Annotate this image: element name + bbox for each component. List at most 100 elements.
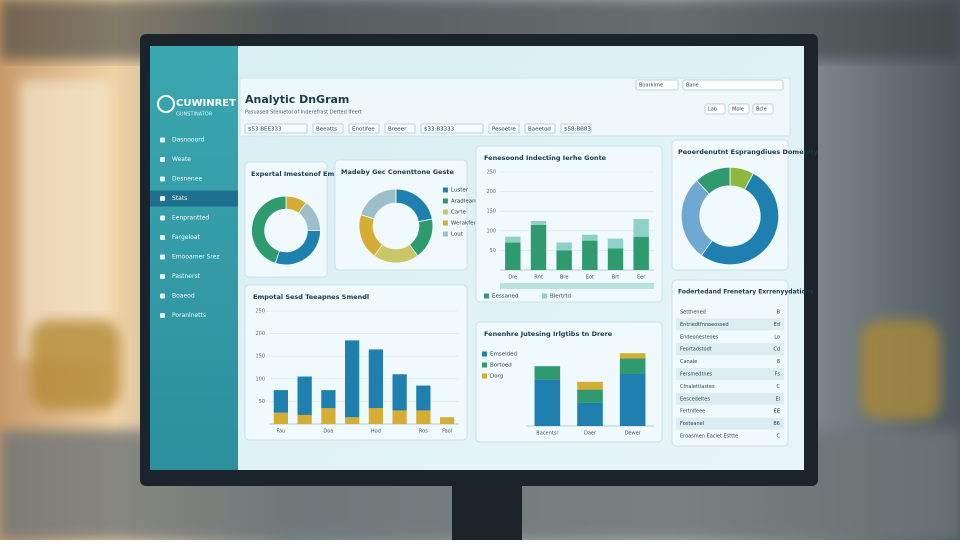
- bar-segment: [297, 414, 312, 424]
- filter-chip[interactable]: [348, 123, 380, 134]
- bar-segment: [392, 374, 407, 411]
- nav-item[interactable]: Fargeloat: [172, 234, 200, 241]
- x-tick-label: Eot: [586, 275, 594, 281]
- filter-label: Enotifee: [352, 126, 375, 132]
- y-tick-label: 100: [486, 228, 496, 234]
- y-tick-label: 50: [490, 248, 496, 254]
- nav-item[interactable]: Weate: [172, 156, 191, 163]
- table-cell: Fosteanel: [680, 421, 704, 427]
- legend-swatch: [442, 220, 448, 226]
- legend-label: Aradlearetnd: [451, 199, 487, 205]
- nav-item[interactable]: Desnenee: [172, 176, 202, 183]
- filter-chip[interactable]: [488, 123, 520, 134]
- dashboard: $53 BEE333 Beeatts Enotifee Breeer $33:B3333…: [150, 79, 819, 447]
- nav-icon: [160, 196, 165, 201]
- x-tick-label: Rnt: [534, 275, 543, 281]
- legend-swatch: [442, 209, 448, 215]
- bar-segment: [619, 353, 646, 359]
- legend-label: Luster: [451, 188, 469, 194]
- nav-item[interactable]: Emooamer Srez: [172, 254, 220, 261]
- header-button[interactable]: [728, 103, 750, 115]
- table-cell: Cd: [773, 347, 780, 353]
- table-cell: Feortadstodt: [680, 347, 712, 353]
- x-tick-label: Faol: [442, 429, 452, 435]
- nav-item[interactable]: Pastnerst: [172, 273, 201, 280]
- card: [475, 321, 663, 443]
- legend-label: Eessaned: [492, 294, 518, 300]
- legend-label: Bortoed: [490, 363, 512, 369]
- nav-icon: [160, 254, 165, 260]
- legend-label: Blertrtd: [550, 294, 571, 300]
- nav-item[interactable]: Eenprantted: [172, 215, 209, 222]
- chart-title: Empotal Sesd Teeapnes Smendl: [253, 293, 369, 301]
- donut-slice: [251, 195, 287, 264]
- bar-segment: [505, 236, 521, 243]
- legend-swatch: [442, 198, 448, 204]
- search-box[interactable]: [682, 79, 784, 91]
- table-cell: Entriedtfnnoeossed: [680, 322, 729, 328]
- legend-label: Werakfermoniet: [451, 221, 496, 227]
- x-tick-label: Eer: [637, 275, 646, 281]
- table-cell: Fersmedtnes: [680, 372, 713, 378]
- filter-label: Beeatts: [316, 126, 337, 132]
- nav-icon: [160, 157, 165, 162]
- bar-segment: [577, 381, 603, 390]
- legend-label: Lout: [451, 232, 464, 238]
- nav-item[interactable]: Dasnooord: [172, 137, 205, 144]
- table-cell: Ed: [774, 322, 780, 328]
- chart-title: Expertal Imestenof Emprthdlred: [251, 170, 369, 178]
- bar-segment: [619, 374, 646, 426]
- filter-label: $33:B3333: [424, 126, 455, 132]
- bar-segment: [440, 417, 455, 424]
- bar-segment: [619, 358, 646, 374]
- bar-segment: [534, 366, 561, 380]
- table-cell: Canaie: [680, 359, 697, 365]
- filter-label: Breeer: [388, 126, 407, 132]
- nav-item[interactable]: Stats: [172, 195, 187, 202]
- chart-title: Madeby Gec Conenttone Geste: [341, 168, 455, 176]
- nav-item[interactable]: Poranlnetts: [172, 312, 206, 319]
- search-box[interactable]: [635, 79, 679, 91]
- button-label: Bcle: [756, 107, 767, 113]
- bar-segment: [345, 417, 360, 424]
- legend-label: Dorg: [490, 374, 503, 380]
- nav-icon: [160, 176, 165, 182]
- filter-label: Baeetod: [528, 126, 551, 132]
- bar-segment: [273, 412, 288, 424]
- x-tick-label: Dewer: [625, 431, 642, 437]
- legend-label: Carte: [451, 210, 467, 216]
- search-text: Boarkirne: [639, 83, 663, 89]
- table-row-bg: [676, 417, 784, 430]
- y-tick-label: 250: [255, 309, 265, 315]
- header-button[interactable]: [752, 103, 774, 115]
- legend-label: Emselded: [490, 352, 517, 358]
- x-tick-label: Hod: [371, 429, 381, 435]
- y-tick-label: 100: [255, 376, 265, 382]
- filter-chip[interactable]: [420, 123, 484, 134]
- filter-chip[interactable]: [312, 123, 344, 134]
- bar-segment: [530, 221, 547, 225]
- donut-slice: [700, 172, 780, 266]
- table-row-bg: [676, 318, 784, 331]
- table-row-bg: [676, 343, 784, 356]
- nav-item[interactable]: Boaeod: [172, 293, 195, 300]
- x-tick-label: Fau: [277, 429, 286, 435]
- filter-chip[interactable]: [244, 123, 308, 134]
- bar-segment: [368, 408, 383, 424]
- filter-chip[interactable]: [560, 123, 592, 134]
- table-cell: B6: [773, 421, 780, 427]
- legend-swatch: [442, 231, 448, 237]
- header-button[interactable]: [704, 103, 726, 115]
- table-row-bg: [676, 368, 784, 380]
- filter-chip[interactable]: [524, 123, 556, 134]
- page-subtitle: Pasuased Stemetol of Inderefrast Detted …: [245, 110, 362, 116]
- x-tick-label: Brt: [612, 275, 619, 281]
- bar-segment: [416, 410, 431, 424]
- filter-chip[interactable]: [384, 123, 416, 134]
- filter-label: Pesoetre: [492, 126, 516, 132]
- button-label: Lab: [708, 107, 717, 113]
- bar-segment: [556, 242, 572, 251]
- page-title: Analytic DnGram: [245, 93, 349, 106]
- bar-segment: [530, 224, 547, 270]
- nav-icon: [160, 313, 165, 318]
